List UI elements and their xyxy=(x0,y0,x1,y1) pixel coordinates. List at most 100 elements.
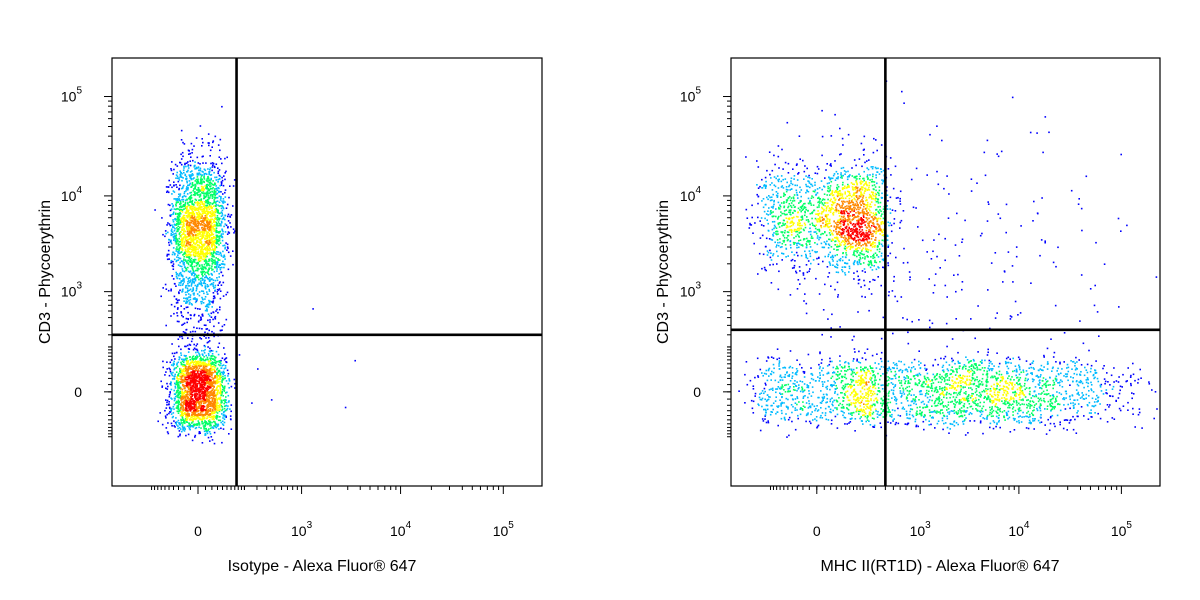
event-point xyxy=(191,374,193,376)
event-point xyxy=(212,301,214,304)
event-point xyxy=(199,359,202,362)
event-point xyxy=(186,245,189,248)
event-point xyxy=(842,144,844,146)
event-point xyxy=(216,425,219,427)
event-point xyxy=(216,263,219,265)
event-point xyxy=(188,235,190,237)
event-point xyxy=(215,242,218,245)
event-point xyxy=(215,417,217,419)
event-point xyxy=(194,436,196,438)
event-point xyxy=(1030,282,1032,284)
event-point xyxy=(191,173,194,175)
event-point xyxy=(202,416,204,419)
event-point xyxy=(216,288,219,291)
event-point xyxy=(188,224,190,226)
event-point xyxy=(217,360,219,363)
event-point xyxy=(197,191,199,194)
event-point xyxy=(185,188,188,191)
event-point xyxy=(207,252,209,255)
event-point xyxy=(225,207,228,209)
event-point xyxy=(203,396,205,398)
event-point xyxy=(804,293,806,295)
event-point xyxy=(184,173,187,176)
event-point xyxy=(215,246,218,249)
event-point xyxy=(215,197,218,199)
event-point xyxy=(204,420,206,422)
event-point xyxy=(212,416,214,418)
event-point xyxy=(970,178,973,180)
event-point xyxy=(178,282,181,284)
event-point xyxy=(776,348,779,350)
event-point xyxy=(199,125,202,127)
event-point xyxy=(1011,265,1014,267)
event-point xyxy=(198,194,200,196)
event-point xyxy=(194,180,197,182)
event-point xyxy=(187,266,189,269)
event-point xyxy=(199,360,202,363)
event-point xyxy=(188,381,191,384)
event-point xyxy=(206,284,209,286)
event-point xyxy=(174,387,177,389)
event-point xyxy=(225,405,227,407)
event-point xyxy=(216,409,219,412)
event-point xyxy=(752,232,754,234)
event-point xyxy=(192,238,195,240)
event-point xyxy=(201,201,203,204)
event-point xyxy=(821,333,823,336)
event-point xyxy=(220,233,223,235)
event-point xyxy=(198,231,201,233)
event-point xyxy=(181,381,184,383)
event-point xyxy=(214,194,217,197)
event-point xyxy=(211,254,214,256)
event-point xyxy=(213,418,215,421)
event-point xyxy=(179,370,181,373)
event-point xyxy=(195,423,198,426)
event-point xyxy=(207,239,209,242)
event-point xyxy=(217,289,220,291)
event-point xyxy=(208,354,210,357)
event-point xyxy=(207,231,209,234)
event-point xyxy=(182,177,184,179)
event-point xyxy=(218,428,220,430)
event-point xyxy=(744,373,746,376)
event-point xyxy=(223,390,226,392)
event-point xyxy=(202,141,204,144)
event-point xyxy=(209,234,211,236)
event-point xyxy=(186,180,188,183)
event-point xyxy=(179,211,181,214)
event-point xyxy=(205,245,208,248)
event-point xyxy=(176,248,178,251)
event-point xyxy=(218,244,220,246)
event-point xyxy=(214,411,217,413)
event-point xyxy=(822,309,825,311)
event-point xyxy=(217,353,220,356)
event-point xyxy=(185,380,187,383)
event-point xyxy=(198,218,200,221)
event-point xyxy=(213,381,216,383)
event-point xyxy=(207,218,210,221)
event-point xyxy=(191,375,193,377)
event-point xyxy=(191,225,193,228)
event-point xyxy=(209,167,212,169)
event-point xyxy=(197,209,199,212)
event-point xyxy=(198,352,200,355)
event-point xyxy=(195,366,198,368)
event-point xyxy=(230,226,232,228)
event-point xyxy=(208,260,210,263)
event-point xyxy=(203,335,205,337)
event-point xyxy=(228,380,231,382)
event-point xyxy=(944,259,946,262)
event-point xyxy=(179,220,182,222)
event-point xyxy=(228,196,230,199)
event-point xyxy=(189,215,191,217)
event-point xyxy=(177,401,179,403)
event-point xyxy=(990,262,993,264)
event-point xyxy=(203,168,206,171)
event-point xyxy=(210,258,213,260)
event-point xyxy=(185,409,187,412)
event-point xyxy=(185,175,188,178)
event-point xyxy=(188,204,190,206)
event-point xyxy=(213,245,216,247)
event-point xyxy=(213,199,215,201)
event-point xyxy=(203,197,205,200)
